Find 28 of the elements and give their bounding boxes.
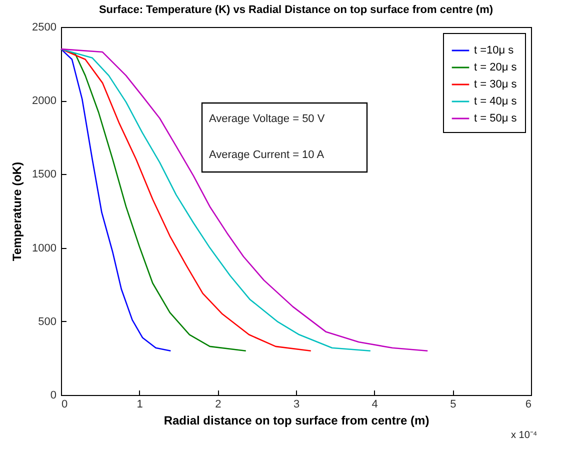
- legend-label: t = 40μ s: [474, 96, 518, 108]
- x-tick-label: 2: [215, 398, 222, 410]
- annotation: Average Current = 10 A: [209, 149, 325, 161]
- legend-label: t =10μ s: [474, 44, 514, 56]
- y-tick-label: 0: [50, 390, 56, 402]
- legend-label: t = 50μ s: [474, 112, 518, 124]
- x-tick-label: 4: [372, 398, 378, 410]
- y-axis-title: Temperature (oK): [10, 162, 24, 262]
- x-axis-title: Radial distance on top surface from centre (m): [164, 414, 430, 428]
- line-series: [60, 48, 172, 352]
- y-tick-label: 1000: [32, 242, 56, 254]
- line-series: [60, 48, 428, 352]
- x-tick-label: 3: [293, 398, 300, 410]
- legend-label: t = 30μ s: [474, 78, 518, 90]
- legend-label: t = 20μ s: [474, 62, 518, 74]
- y-tick-label: 2000: [32, 95, 56, 108]
- x-tick-label: 1: [136, 398, 143, 410]
- x-tick-label: 0: [62, 398, 68, 410]
- y-tick-label: 500: [38, 316, 56, 328]
- text: x 10⁻⁴: [511, 430, 538, 441]
- x-tick-label: 5: [450, 398, 456, 410]
- y-tick-label: 2500: [32, 22, 56, 34]
- line-series: [60, 48, 372, 352]
- x-tick-label: 6: [525, 398, 532, 410]
- y-tick-label: 1500: [32, 168, 56, 181]
- annotation: Average Voltage = 50 V: [209, 113, 326, 125]
- line-series: [60, 48, 312, 352]
- chart-title: Surface: Temperature (K) vs Radial Distance on top surface from centre (m): [98, 4, 494, 16]
